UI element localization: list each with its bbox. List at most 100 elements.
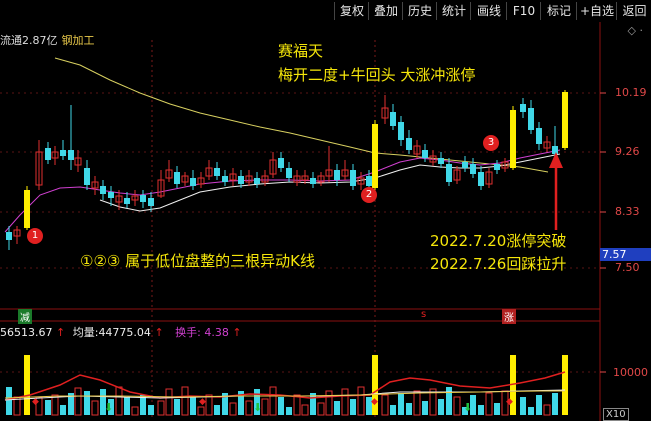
candle-body <box>501 161 509 169</box>
candle-body <box>462 162 468 168</box>
candle-body <box>214 168 220 176</box>
down-arrow-icon: ⬇ <box>104 401 113 414</box>
candle-body <box>148 198 154 206</box>
candle-body <box>350 170 356 186</box>
volume-bar <box>190 397 196 415</box>
current-price-tag: 7.57 <box>600 248 651 261</box>
volume-bar <box>438 399 444 415</box>
volume-bar <box>157 400 165 416</box>
candle-body <box>536 128 542 144</box>
candle-body <box>494 164 500 170</box>
volume-bar <box>350 399 356 415</box>
volume-bar <box>140 395 146 415</box>
volume-bar <box>115 386 123 416</box>
header-info: 流通2.87亿 钢加工 <box>0 32 95 48</box>
volume-bar <box>181 386 189 416</box>
volume-bar <box>366 397 372 415</box>
diamond-marker-icon: ◆ <box>371 397 378 407</box>
volume-bar <box>261 398 269 416</box>
candle-body <box>174 172 180 184</box>
candle-body <box>100 186 106 194</box>
volume-bar <box>254 389 260 415</box>
stats-button[interactable]: 统计 <box>436 2 471 20</box>
diamond-marker-icon: ◆ <box>199 397 206 407</box>
marker-2-label: 2 <box>365 189 373 200</box>
candle-body <box>197 177 205 185</box>
candle-body <box>35 151 43 186</box>
stock-name-annotation: 赛福天 <box>278 42 324 60</box>
volume-bar <box>222 393 228 415</box>
dot-icon: · <box>639 24 644 37</box>
price-tick-label: 8.33 <box>615 205 640 218</box>
candle-body <box>269 159 277 175</box>
mark-button[interactable]: 标记 <box>540 2 577 20</box>
volume-bar <box>6 387 12 415</box>
add-watchlist-button[interactable]: +自选 <box>576 2 617 20</box>
down-arrow-icon: ⬇ <box>253 401 262 414</box>
candle-body <box>429 155 437 163</box>
diamond-marker-icon: ◆ <box>32 397 39 407</box>
volume-bar <box>341 388 349 416</box>
top-right-icons: ◇ · <box>628 24 643 37</box>
volume-bar <box>197 406 205 416</box>
volume-bar <box>269 386 277 416</box>
candle-body <box>261 175 269 183</box>
candle-body <box>91 181 99 189</box>
volume-bar <box>278 397 284 415</box>
draw-line-button[interactable]: 画线 <box>470 2 507 20</box>
fuquan-button[interactable]: 复权 <box>334 2 369 20</box>
volume-bar <box>528 407 534 415</box>
volume-bar <box>406 403 412 415</box>
volume-bar <box>552 393 558 415</box>
candle-body <box>60 150 66 156</box>
overlay-button[interactable]: 叠加 <box>368 2 403 20</box>
volume-bar <box>422 401 428 415</box>
candle-body <box>24 190 30 228</box>
candlesticks <box>6 90 568 250</box>
candle-body <box>325 169 333 177</box>
candle-body <box>390 112 396 126</box>
price-tick-label: 10.19 <box>615 86 647 99</box>
volume-bar <box>536 395 542 415</box>
candle-body <box>543 141 551 149</box>
candle-body <box>485 171 493 185</box>
volume-bar <box>84 391 90 415</box>
candle-body <box>245 175 253 183</box>
candle-body <box>205 167 213 177</box>
avg-volume-value: 44775.04 <box>98 326 151 339</box>
candle-body <box>190 178 196 186</box>
volume-bar <box>131 406 139 416</box>
down-arrow-icon: ⬇ <box>463 401 472 414</box>
red-arrowhead-icon <box>549 152 563 168</box>
candle-body <box>222 176 228 182</box>
ma-magenta <box>4 149 561 233</box>
volume-bar <box>45 400 51 415</box>
candle-body <box>310 178 316 184</box>
volume-info: 56513.67 ↑ 均量:44775.04 ↑ 换手: 4.38 ↑ <box>0 326 242 339</box>
volume-bar <box>24 355 30 415</box>
candle-body <box>254 178 260 184</box>
candle-body <box>51 151 59 159</box>
candle-body <box>238 176 244 184</box>
candle-body <box>552 146 558 154</box>
back-button[interactable]: 返回 <box>616 2 651 20</box>
f10-button[interactable]: F10 <box>506 2 541 20</box>
candle-body <box>334 170 340 180</box>
candle-body <box>398 122 404 140</box>
candle-body <box>68 150 74 160</box>
candle-body <box>84 168 90 185</box>
candle-body <box>13 229 21 237</box>
candle-body <box>293 175 301 183</box>
candle-body <box>6 232 12 240</box>
history-button[interactable]: 历史 <box>402 2 437 20</box>
volume-bar <box>543 404 551 416</box>
marker-circle-1 <box>27 228 43 244</box>
volume-bar <box>74 387 82 416</box>
volume-bars <box>6 355 568 416</box>
limit-up-date-annotation: 2022.7.20涨停突破 <box>430 232 567 250</box>
volume-bar <box>293 394 301 416</box>
volume-bar <box>398 393 404 415</box>
candle-body <box>438 158 444 164</box>
diamond-icon[interactable]: ◇ <box>627 24 636 37</box>
